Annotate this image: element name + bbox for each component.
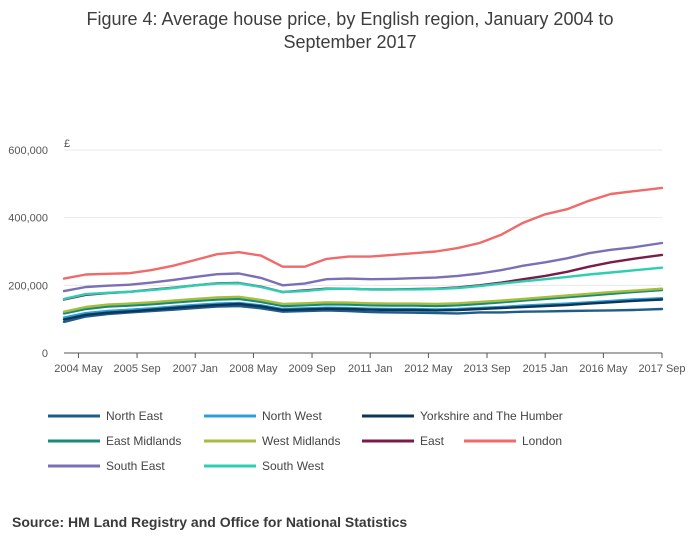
series-line-west-midlands	[62, 287, 664, 313]
legend-item[interactable]: Yorkshire and The Humber	[362, 409, 563, 423]
y-tick-label: 0	[42, 348, 48, 360]
legend-item[interactable]: West Midlands	[204, 434, 340, 448]
x-tick-label: 2011 Jan	[348, 363, 392, 375]
legend-item[interactable]: North East	[48, 409, 163, 423]
axes: 0 200,000 400,000 600,000 £2004 May 2005 Sep 2…	[8, 138, 685, 375]
series-line-south-east	[62, 241, 664, 293]
y-tick-label: 400,000	[8, 213, 48, 225]
series-line-yorkshire-and-the-humber	[62, 298, 664, 321]
series-line-east-midlands	[62, 288, 664, 315]
x-tick-label: 2013 Sep	[463, 363, 510, 375]
legend-item[interactable]: South West	[204, 459, 324, 473]
x-tick-label: 2008 May	[229, 363, 278, 375]
series-line-south-west	[62, 266, 664, 301]
legend-label: East	[420, 434, 445, 448]
x-tick-label: 2007 Jan	[173, 363, 218, 375]
legend[interactable]: North East North West Yorkshire and The Hu…	[48, 409, 563, 473]
series-line-north-east	[62, 304, 664, 324]
legend-label: Yorkshire and The Humber	[420, 409, 563, 423]
chart-title: Figure 4: Average house price, by Englis…	[86, 9, 614, 52]
legend-item[interactable]: East	[362, 434, 445, 448]
series-line-london	[62, 186, 664, 280]
y-tick-label: 200,000	[8, 280, 48, 292]
legend-label: North East	[106, 409, 163, 423]
x-tick-label: 2005 Sep	[114, 363, 161, 375]
legend-label: South East	[106, 459, 165, 473]
legend-label: London	[522, 434, 562, 448]
series-lines	[62, 186, 664, 324]
source-note: Source: HM Land Registry and Office for …	[12, 514, 408, 530]
legend-label: West Midlands	[262, 434, 340, 448]
x-tick-label: 2017 Sep	[638, 363, 685, 375]
legend-item[interactable]: North West	[204, 409, 322, 423]
x-tick-label: 2009 Sep	[288, 363, 335, 375]
legend-item[interactable]: London	[464, 434, 562, 448]
y-tick-label: 600,000	[8, 145, 48, 157]
x-tick-label: 2012 May	[404, 363, 453, 375]
y-axis-unit-label: £	[64, 138, 70, 150]
legend-item[interactable]: South East	[48, 459, 165, 473]
grid-lines	[64, 149, 662, 286]
x-tick-label: 2015 Jan	[523, 363, 568, 375]
x-tick-label: 2016 May	[579, 363, 628, 375]
x-tick-label: 2004 May	[54, 363, 103, 375]
legend-item[interactable]: East Midlands	[48, 434, 181, 448]
legend-label: South West	[262, 459, 324, 473]
legend-label: East Midlands	[106, 434, 181, 448]
legend-label: North West	[262, 409, 322, 423]
